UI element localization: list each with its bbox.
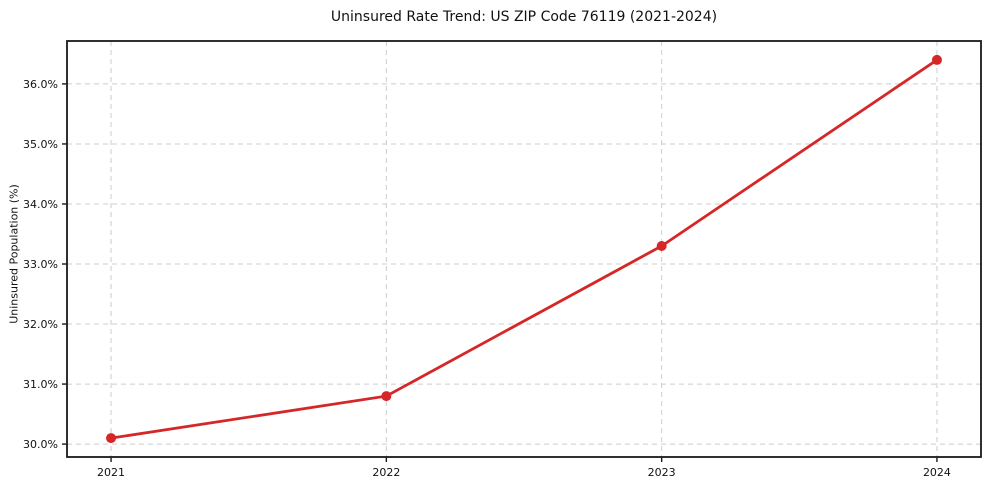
axis-ticks: 30.0% 31.0% 32.0% 33.0% 34.0% 35.0% 36.0% 2021 2… <box>23 78 951 479</box>
x-tick-label: 2022 <box>372 466 400 479</box>
y-tick-label: 34.0% <box>23 198 58 211</box>
data-point-marker <box>931 54 942 65</box>
y-tick-label: 35.0% <box>23 138 58 151</box>
y-tick-label: 33.0% <box>23 258 58 271</box>
y-tick-label: 30.0% <box>23 438 58 451</box>
x-tick-label: 2021 <box>97 466 125 479</box>
y-tick-label: 32.0% <box>23 318 58 331</box>
data-point-marker <box>656 240 667 251</box>
x-tick-label: 2024 <box>923 466 951 479</box>
data-point-marker <box>381 391 392 402</box>
data-point-marker <box>106 433 117 444</box>
gridlines <box>67 41 981 457</box>
y-tick-label: 31.0% <box>23 378 58 391</box>
y-tick-label: 36.0% <box>23 78 58 91</box>
plot-border <box>66 40 982 458</box>
data-line <box>109 58 939 440</box>
x-tick-label: 2023 <box>648 466 676 479</box>
chart-title: Uninsured Rate Trend: US ZIP Code 76119 … <box>330 9 718 25</box>
